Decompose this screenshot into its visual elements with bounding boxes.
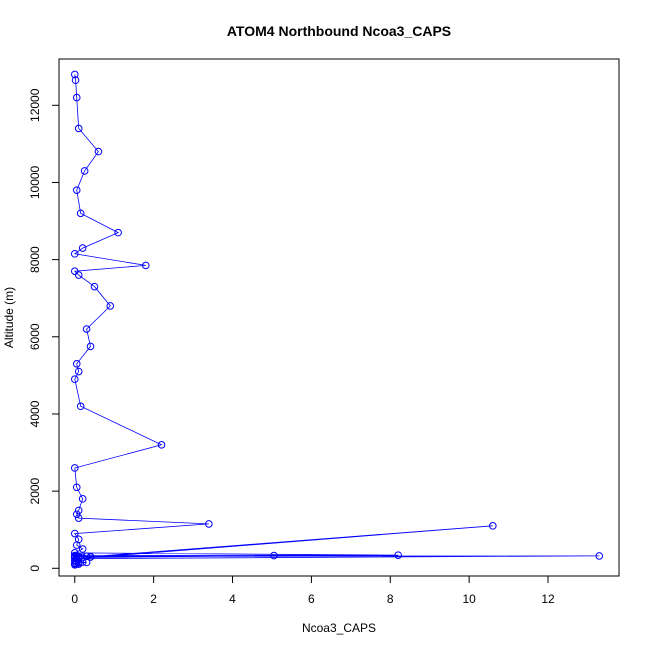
data-point (270, 551, 278, 560)
data-point (72, 93, 81, 102)
y-tick-label: 4000 (28, 400, 42, 427)
y-tick-label: 2000 (28, 477, 42, 504)
data-point (90, 282, 99, 291)
data-point (86, 552, 95, 561)
data-point (595, 552, 604, 560)
data-point (76, 209, 85, 218)
data-point (76, 402, 85, 411)
data-point (70, 529, 79, 538)
data-point (74, 560, 83, 568)
plot-frame (58, 58, 620, 577)
data-point (114, 228, 122, 237)
x-axis: 0 2 4 6 8 10 12 (71, 575, 555, 606)
data-point (70, 464, 79, 472)
data-point (205, 520, 213, 528)
data-point (106, 302, 115, 310)
data-point (70, 267, 79, 276)
y-axis-label: Altitude (m) (2, 287, 16, 348)
data-point (74, 124, 83, 133)
x-axis-label: Ncoa3_CAPS (302, 621, 376, 635)
data-point (78, 244, 87, 252)
data-point (394, 551, 402, 559)
x-tick-label: 0 (71, 592, 78, 606)
data-point (94, 147, 103, 156)
data-point (78, 495, 87, 503)
data-point (74, 506, 83, 515)
data-point (72, 541, 81, 549)
y-tick-label: 10000 (28, 165, 42, 199)
data-point (72, 483, 81, 492)
data-point (86, 342, 95, 351)
data-point (82, 558, 91, 567)
data-point (141, 261, 150, 270)
x-tick-label: 2 (150, 592, 157, 606)
data-point (71, 76, 80, 85)
chart-title: ATOM4 Northbound Ncoa3_CAPS (227, 23, 451, 39)
data-point (78, 553, 87, 562)
y-axis: 0 2000 4000 6000 8000 10000 12000 (28, 88, 60, 572)
y-tick-label: 8000 (28, 246, 42, 273)
data-point (78, 545, 87, 553)
data-point (72, 552, 81, 561)
x-tick-label: 8 (387, 592, 394, 606)
y-tick-label: 6000 (28, 323, 42, 350)
x-tick-label: 12 (541, 592, 555, 606)
x-tick-label: 4 (229, 592, 236, 606)
data-point (70, 70, 79, 79)
data-point (74, 514, 83, 522)
data-point (70, 375, 79, 384)
x-tick-label: 6 (308, 592, 315, 606)
data-point (70, 250, 79, 258)
series-line (73, 74, 600, 566)
x-tick-label: 10 (462, 592, 476, 606)
data-point (72, 186, 81, 194)
data-point (72, 359, 81, 368)
data-layer (70, 70, 604, 569)
data-point (157, 441, 166, 449)
y-tick-label: 12000 (28, 88, 42, 122)
data-point (74, 367, 83, 376)
data-point (74, 271, 83, 279)
y-tick-label: 0 (28, 565, 42, 572)
data-point (72, 510, 81, 519)
data-point (70, 561, 79, 569)
data-point (82, 325, 91, 333)
data-point (489, 522, 497, 530)
data-point (80, 167, 89, 175)
